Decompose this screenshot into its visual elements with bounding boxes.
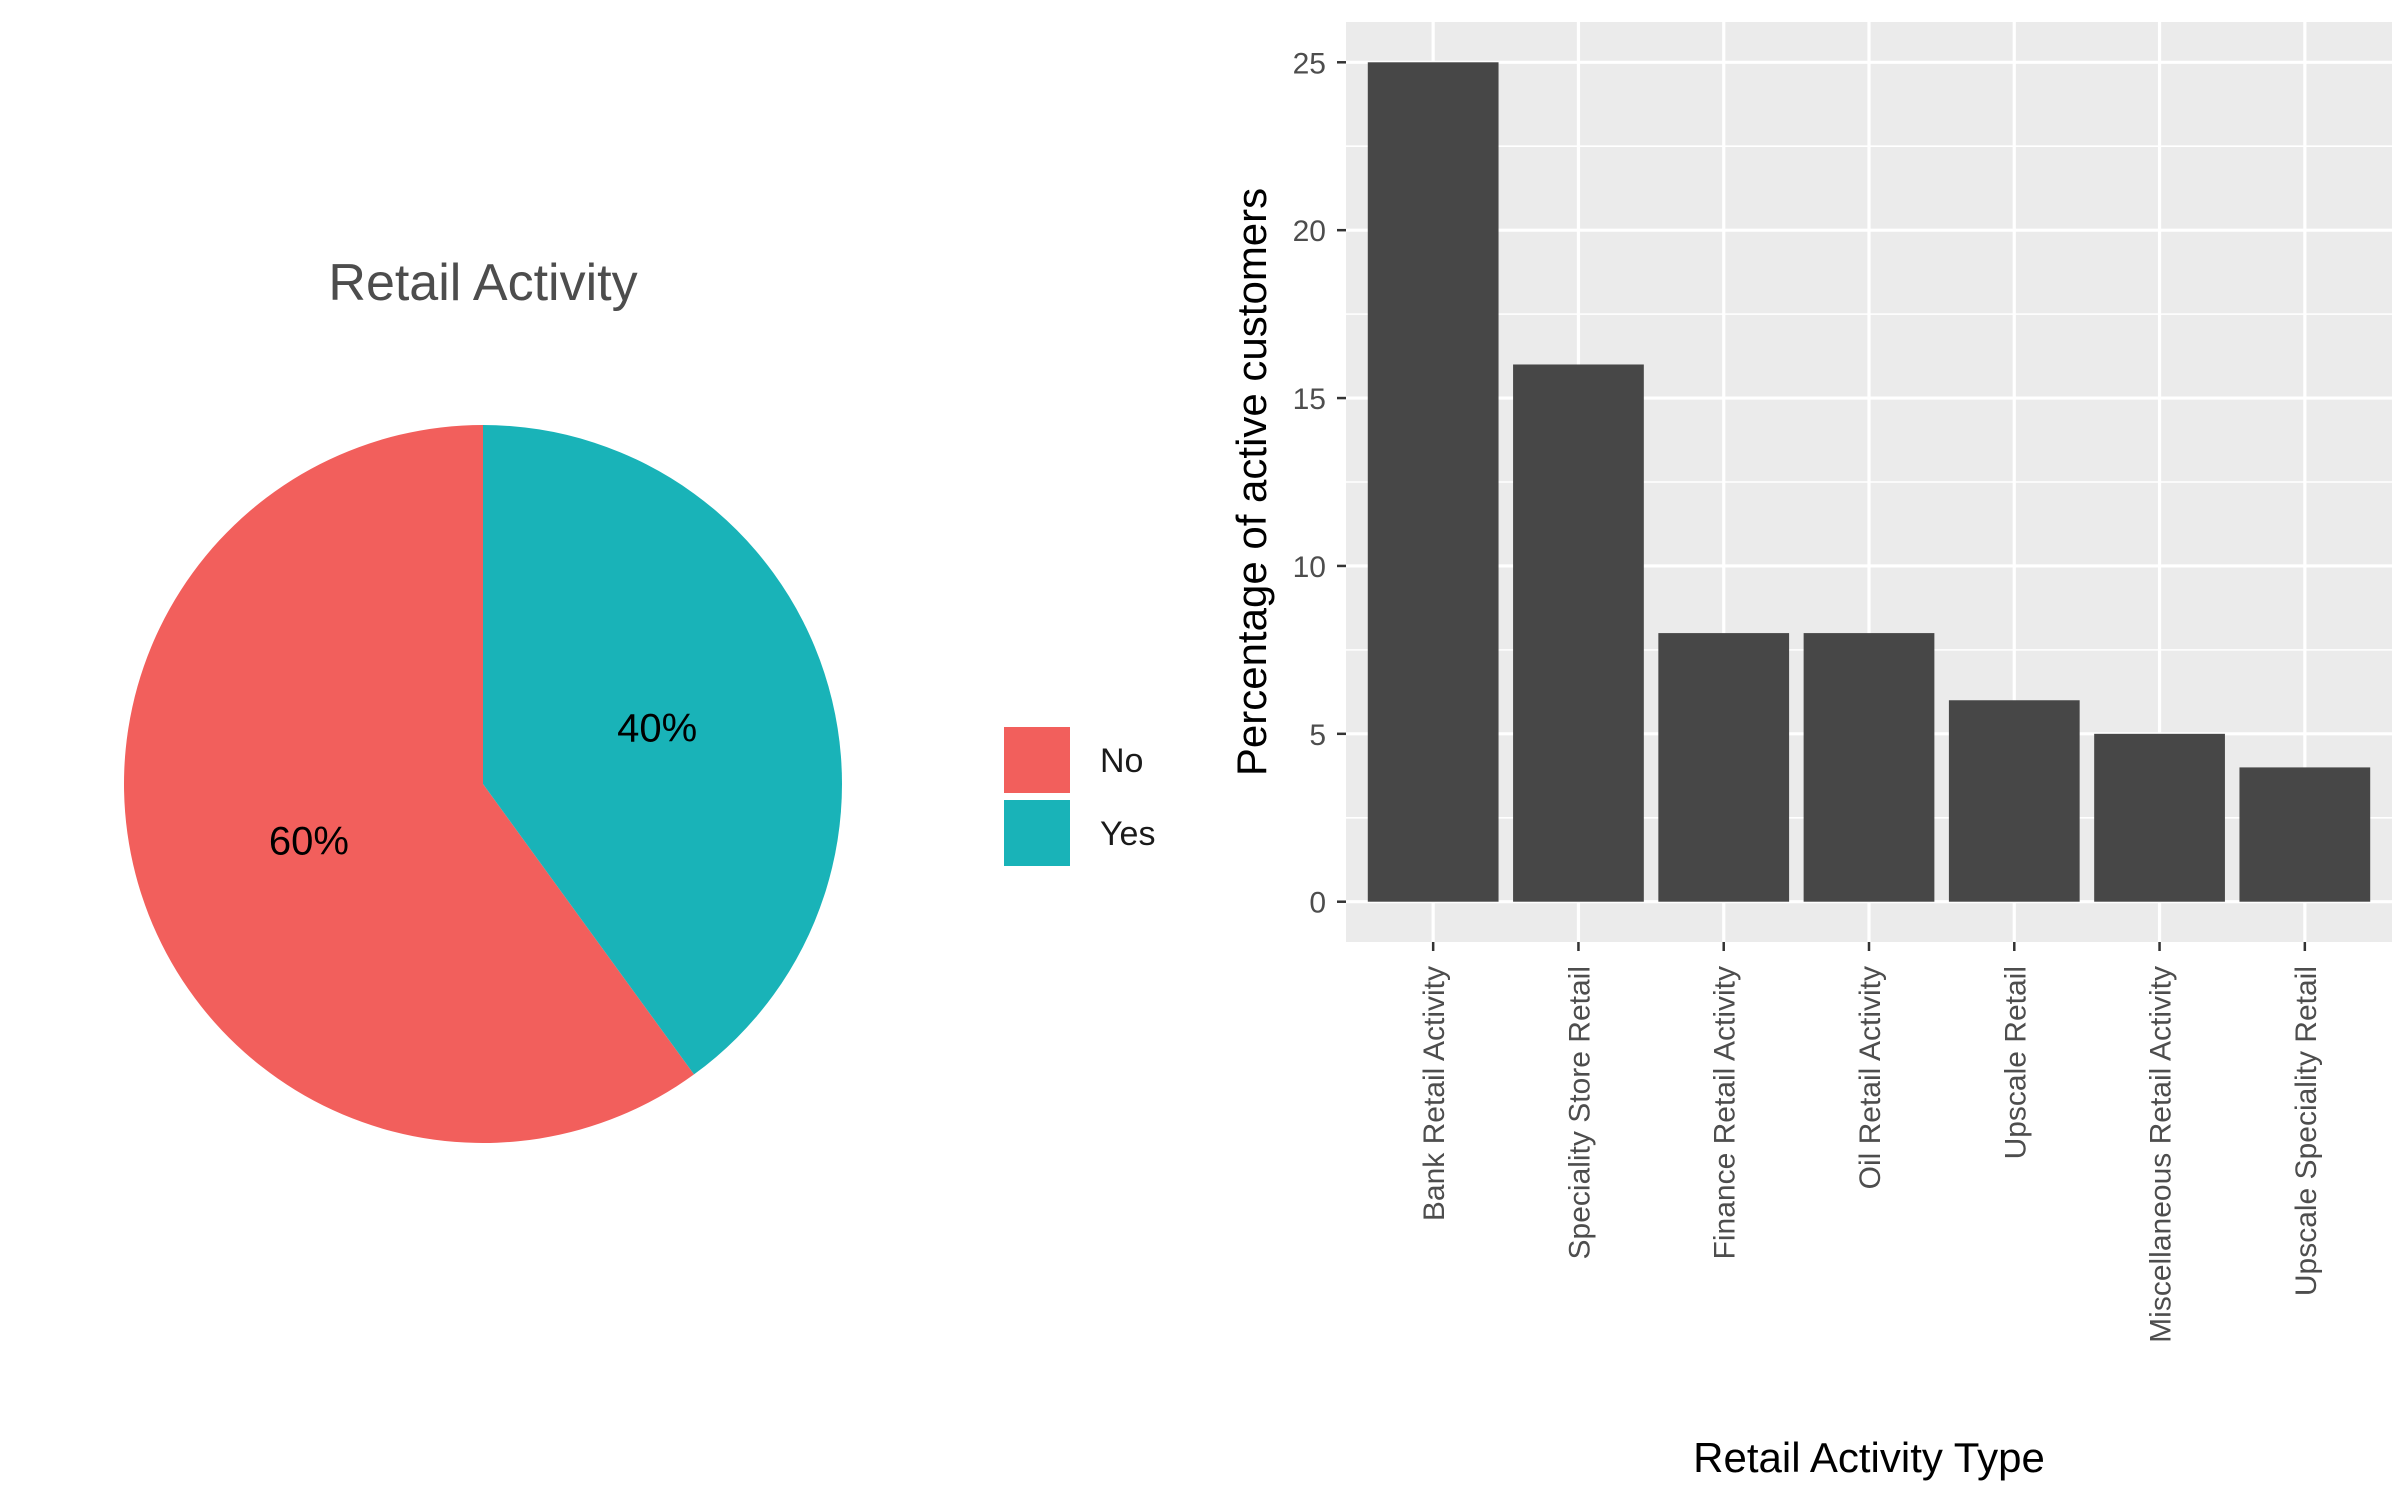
bar-bank-retail-activity xyxy=(1367,62,1499,902)
legend-key-yes xyxy=(1004,800,1070,866)
bar-upscale-speciality-retail xyxy=(2239,767,2371,902)
bar-y-axis: 0 5 10 15 20 25 xyxy=(1293,47,1346,920)
x-tick-label-oil-retail-activity: Oil Retail Activity xyxy=(1854,966,1887,1189)
x-tick-label-upscale-retail: Upscale Retail xyxy=(1999,966,2032,1159)
pie-slice-yes xyxy=(483,425,842,1075)
x-tick-label-upscale-speciality-retail: Upscale Speciality Retail xyxy=(2290,966,2323,1296)
bar-finance-retail-activity xyxy=(1658,633,1790,902)
x-tick-label-finance-retail-activity: Finance Retail Activity xyxy=(1709,966,1742,1259)
pie-labels: 60% 40% xyxy=(269,706,697,863)
bar-miscellaneous-retail-activity xyxy=(2094,733,2225,902)
x-tick-label-bank-retail-activity: Bank Retail Activity xyxy=(1418,966,1451,1221)
legend-key-no xyxy=(1004,727,1070,793)
bar-chart: 0 5 10 15 20 25 Bank Retail Activity Specialit… xyxy=(1228,22,2392,1481)
bar-upscale-retail xyxy=(1948,700,2080,902)
pie-title: Retail Activity xyxy=(328,254,637,312)
pie-slice-no xyxy=(123,425,695,1143)
bar-oil-retail-activity xyxy=(1803,633,1935,902)
x-tick-label-miscellaneous-retail-activity: Miscellaneous Retail Activity xyxy=(2145,966,2178,1343)
y-tick-label: 10 xyxy=(1293,551,1326,584)
legend-label-no: No xyxy=(1100,742,1143,780)
pie-slices xyxy=(123,425,842,1143)
bar-bars xyxy=(1367,62,2371,902)
bar-speciality-store-retail xyxy=(1513,364,1644,902)
y-tick-label: 20 xyxy=(1293,215,1326,248)
pie-label-no: 60% xyxy=(269,820,349,864)
y-tick-label: 25 xyxy=(1293,47,1326,80)
y-tick-label: 15 xyxy=(1293,383,1326,416)
pie-label-yes: 40% xyxy=(617,706,697,750)
y-tick-label: 5 xyxy=(1309,719,1326,752)
legend-label-yes: Yes xyxy=(1100,815,1155,853)
pie-chart: Retail Activity 60% 40% No Yes xyxy=(123,254,1155,1143)
bar-x-axis-title: Retail Activity Type xyxy=(1693,1434,2045,1481)
x-tick-label-speciality-store-retail: Speciality Store Retail xyxy=(1563,966,1596,1259)
bar-y-axis-title: Percentage of active customers xyxy=(1228,188,1275,776)
pie-legend: No Yes xyxy=(1004,727,1155,866)
y-tick-label: 0 xyxy=(1309,887,1326,920)
bar-x-axis: Bank Retail Activity Speciality Store Ret… xyxy=(1418,942,2323,1343)
